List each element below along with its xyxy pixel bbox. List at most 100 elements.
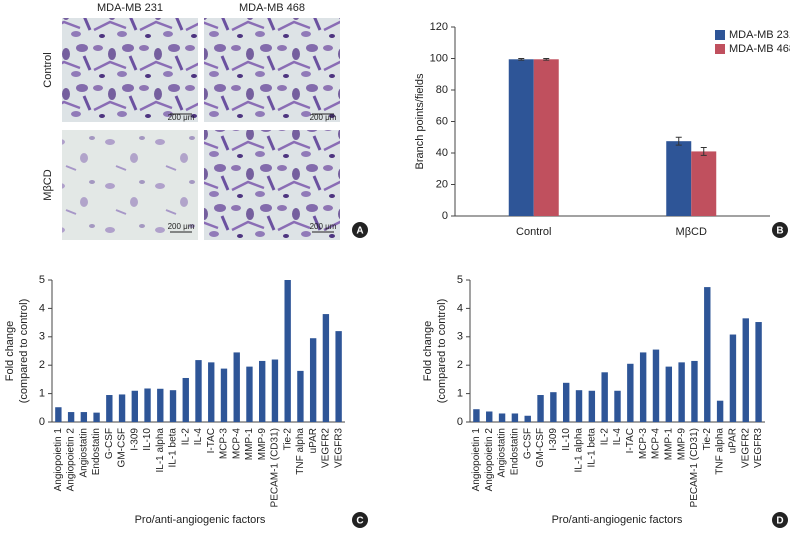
- bar: [537, 395, 544, 422]
- bar: [284, 280, 291, 422]
- x-tick-label: IL-10: [142, 428, 153, 451]
- x-tick-label: IL-1 alpha: [155, 428, 166, 473]
- x-tick-label: MCP-3: [219, 428, 230, 460]
- x-tick-label: MCP-3: [638, 428, 649, 460]
- scale-label: 200 μm: [310, 222, 337, 231]
- y-tick-label: 1: [39, 388, 45, 400]
- y-axis-label: Fold change: [422, 321, 434, 382]
- row-label: Control: [42, 52, 54, 87]
- y-tick-label: 100: [430, 52, 448, 64]
- x-tick-label: GM-CSF: [117, 428, 128, 467]
- panel-label: C: [356, 516, 363, 527]
- x-tick-label: PECAM-1 (CD31): [270, 428, 281, 507]
- bar: [208, 362, 215, 422]
- x-tick-label: I-TAC: [625, 428, 636, 453]
- bar: [118, 394, 126, 422]
- y-axis-label: Branch points/fields: [414, 73, 426, 169]
- x-tick-label: MMP-1: [663, 428, 674, 461]
- panel-badge: [352, 512, 368, 528]
- y-tick-label: 40: [436, 147, 448, 159]
- bar: [195, 360, 202, 422]
- micrographs: 200 μm 200 μm 200 μm 200 μm MDA-MB 231 M…: [42, 2, 340, 240]
- bar: [93, 412, 100, 422]
- bar: [131, 390, 138, 422]
- panel-badge: [772, 222, 788, 238]
- bar: [259, 360, 266, 422]
- x-tick-label: I-TAC: [206, 428, 217, 453]
- x-tick-label: MMP-9: [257, 428, 268, 461]
- y-tick-label: 0: [442, 210, 448, 222]
- micrograph: [204, 130, 340, 240]
- bar: [614, 390, 621, 422]
- bar: [562, 382, 570, 422]
- x-tick-label: IL-1 alpha: [574, 428, 585, 473]
- y-axis-label: (compared to control): [18, 299, 30, 404]
- bar: [233, 352, 240, 422]
- x-tick-label: TNF alpha: [715, 428, 726, 475]
- y-tick-label: 80: [436, 84, 448, 96]
- bar: [106, 395, 113, 422]
- x-tick-label: G-CSF: [104, 428, 115, 459]
- y-tick-label: 3: [457, 331, 463, 343]
- x-tick-label: MCP-4: [231, 428, 242, 460]
- x-tick-label: Endostatin: [91, 428, 102, 475]
- column-label: MDA-MB 468: [239, 2, 305, 14]
- x-tick-label: IL-2: [599, 428, 610, 446]
- bar: [691, 360, 698, 422]
- x-tick-label: Tie-2: [702, 428, 713, 451]
- y-tick-label: 1: [457, 388, 463, 400]
- y-axis-label: (compared to control): [436, 299, 448, 404]
- y-tick-label: 60: [436, 115, 448, 127]
- bar: [639, 352, 647, 422]
- x-tick-label: Angiopoietin 1: [53, 428, 64, 492]
- bar: [524, 415, 531, 422]
- bar: [297, 370, 304, 422]
- bar: [498, 413, 506, 422]
- x-tick-label: VEGFR3: [753, 428, 764, 468]
- x-tick-label: IL-10: [561, 428, 572, 451]
- x-tick-label: I-309: [548, 428, 559, 451]
- x-tick-label: TNF alpha: [295, 428, 306, 475]
- column-label: MDA-MB 231: [97, 2, 163, 14]
- y-tick-label: 120: [430, 21, 448, 33]
- bar: [271, 359, 279, 422]
- bar: [309, 338, 317, 422]
- bar: [575, 390, 583, 422]
- bar: [666, 141, 692, 216]
- x-tick-label: Angiostatin: [78, 428, 89, 477]
- row-label: MβCD: [42, 169, 54, 200]
- bar: [473, 409, 480, 422]
- bar: [533, 59, 559, 216]
- y-tick-label: 4: [39, 302, 45, 314]
- x-tick-label: VEGFR2: [740, 428, 751, 468]
- x-tick-label: IL-4: [612, 428, 623, 446]
- x-tick-label: MMP-1: [244, 428, 255, 461]
- y-tick-label: 20: [436, 178, 448, 190]
- x-tick-label: uPAR: [308, 428, 319, 453]
- y-tick-label: 5: [39, 274, 45, 286]
- x-tick-label: I-309: [129, 428, 140, 451]
- x-tick-label: MMP-9: [676, 428, 687, 461]
- micrograph: [62, 130, 198, 240]
- x-tick-label: Angiopoietin 2: [484, 428, 495, 492]
- x-tick-label: VEGFR2: [321, 428, 332, 468]
- bar: [486, 411, 493, 422]
- panel-label: D: [776, 516, 783, 527]
- panel-label: B: [776, 226, 783, 237]
- panel-label: A: [356, 226, 363, 237]
- bar: [144, 388, 151, 422]
- legend-swatch: [715, 44, 725, 54]
- x-axis-label: Pro/anti-angiogenic factors: [552, 514, 683, 526]
- x-tick-label: Control: [516, 226, 551, 238]
- x-tick-label: IL-1 beta: [168, 428, 179, 468]
- panel-badge: [352, 222, 368, 238]
- scale-label: 200 μm: [168, 222, 195, 231]
- error-bar: [543, 58, 550, 61]
- x-tick-label: Angiopoietin 1: [471, 428, 482, 492]
- x-tick-label: IL-2: [180, 428, 191, 446]
- y-tick-label: 0: [39, 416, 45, 428]
- bar: [246, 366, 253, 422]
- bar: [220, 368, 228, 422]
- x-tick-label: Angiostatin: [497, 428, 508, 477]
